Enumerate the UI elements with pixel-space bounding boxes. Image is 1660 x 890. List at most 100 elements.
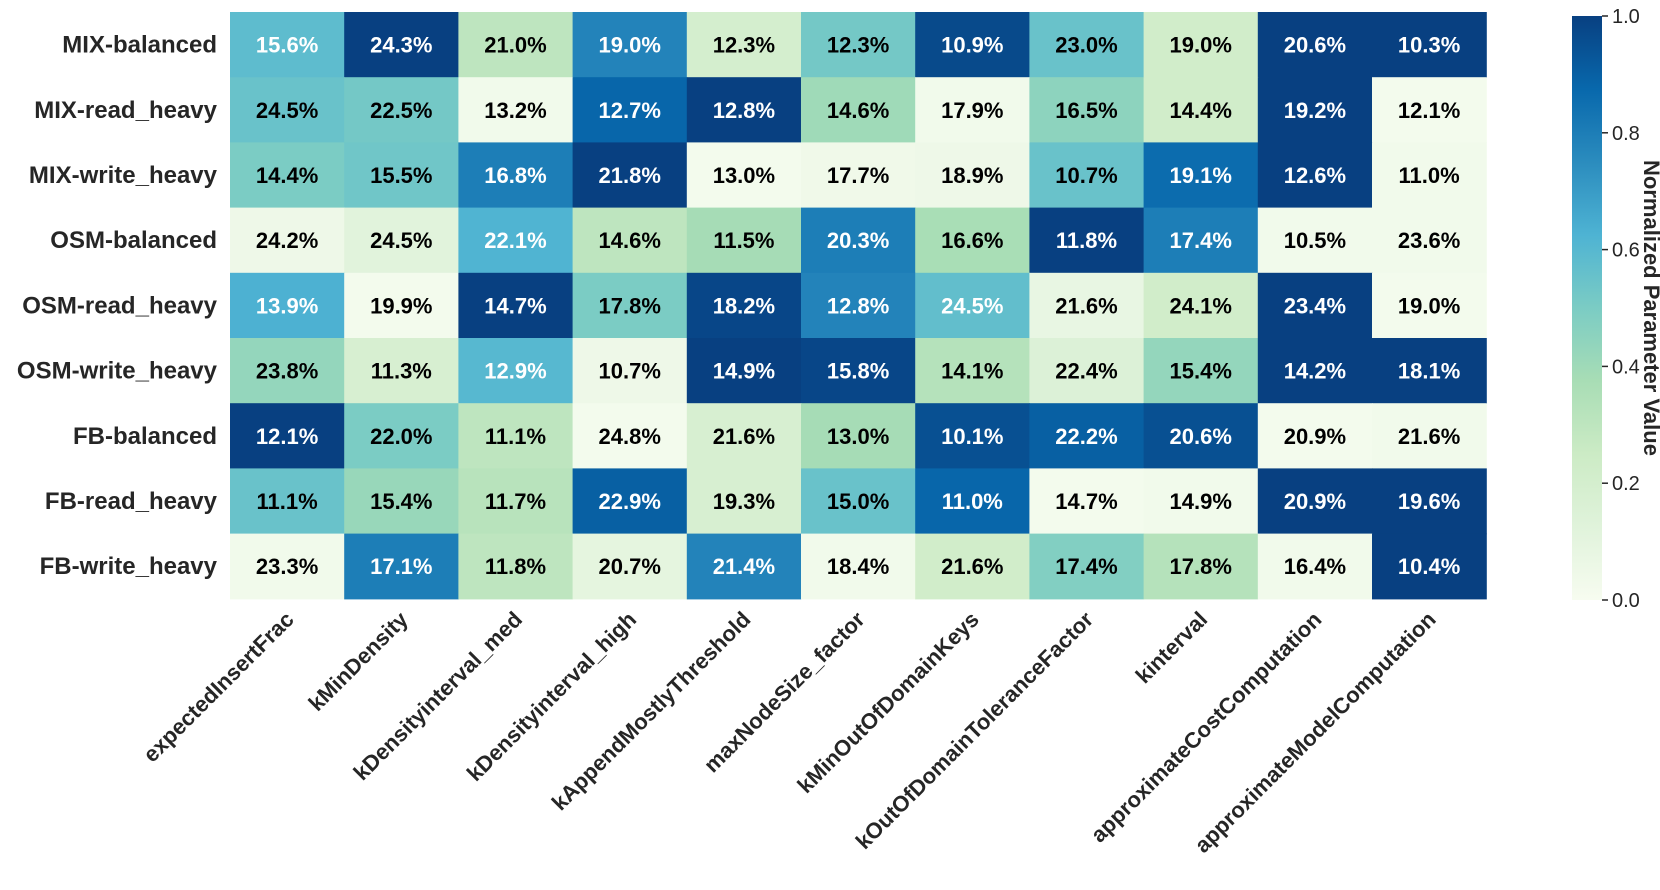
cell-value-label: 15.4% bbox=[1170, 359, 1232, 384]
column-labels: expectedInsertFrac kMinDensitykDensityint… bbox=[138, 606, 1440, 858]
heatmap-cell bbox=[572, 207, 688, 274]
cell-value-label: 23.4% bbox=[1284, 293, 1346, 318]
heatmap-cell bbox=[344, 468, 459, 535]
cell-value-label: 22.1% bbox=[484, 228, 546, 253]
cell-value-label: 21.6% bbox=[1398, 424, 1460, 449]
heatmap-cell bbox=[230, 77, 345, 143]
cell-value-label: 13.2% bbox=[484, 98, 546, 123]
cell-value-label: 12.3% bbox=[713, 33, 775, 58]
cell-value-label: 14.6% bbox=[827, 98, 889, 123]
heatmap-cell bbox=[686, 77, 802, 143]
heatmap-cell bbox=[344, 338, 459, 404]
heatmap-cells: 15.6% 24.3% 21.0% 19.0% 12.3% 12.3% 10.9% 23.0%… bbox=[230, 12, 1487, 600]
cell-value-label: 19.9% bbox=[370, 293, 432, 318]
cell-value-label: 15.6% bbox=[256, 33, 318, 58]
colorbar-tick-label: 0.6 bbox=[1612, 240, 1640, 262]
heatmap-cell bbox=[1372, 403, 1487, 469]
cell-value-label: 24.5% bbox=[370, 228, 432, 253]
cell-value-label: 20.7% bbox=[599, 554, 661, 579]
colorbar-tick-label: 0.8 bbox=[1612, 123, 1640, 145]
heatmap-cell bbox=[801, 207, 916, 274]
cell-value-label: 17.7% bbox=[827, 163, 889, 188]
row-label: OSM-read_heavy bbox=[22, 292, 217, 319]
cell-value-label: 14.9% bbox=[1170, 489, 1232, 514]
heatmap-cell bbox=[1372, 12, 1487, 78]
colorbar-tick-label: 1.0 bbox=[1612, 6, 1640, 28]
cell-value-label: 18.4% bbox=[827, 554, 889, 579]
heatmap-cell bbox=[572, 12, 688, 78]
heatmap-cell bbox=[1143, 207, 1259, 274]
cell-value-label: 20.9% bbox=[1284, 424, 1346, 449]
colorbar-label: Normalized Parameter Value bbox=[1639, 160, 1660, 456]
cell-value-label: 16.4% bbox=[1284, 554, 1346, 579]
heatmap-cell bbox=[1029, 338, 1145, 404]
cell-value-label: 16.5% bbox=[1055, 98, 1117, 123]
heatmap-cell bbox=[344, 403, 459, 469]
cell-value-label: 16.6% bbox=[941, 228, 1003, 253]
cell-value-label: 17.1% bbox=[370, 554, 432, 579]
cell-value-label: 14.7% bbox=[484, 293, 546, 318]
cell-value-label: 15.0% bbox=[827, 489, 889, 514]
heatmap-cell bbox=[572, 403, 688, 469]
heatmap-cell bbox=[686, 207, 802, 274]
cell-value-label: 19.0% bbox=[1398, 293, 1460, 318]
heatmap-cell bbox=[344, 12, 459, 78]
cell-value-label: 24.1% bbox=[1170, 293, 1232, 318]
heatmap-cell bbox=[458, 533, 574, 600]
cell-value-label: 12.9% bbox=[484, 359, 546, 384]
heatmap-cell bbox=[915, 12, 1030, 78]
heatmap-cell bbox=[686, 468, 802, 535]
heatmap-cell bbox=[915, 142, 1030, 209]
heatmap-cell bbox=[1143, 468, 1259, 535]
heatmap-cell bbox=[1029, 142, 1145, 209]
heatmap-cell bbox=[1143, 403, 1259, 469]
cell-value-label: 21.4% bbox=[713, 554, 775, 579]
cell-value-label: 11.0% bbox=[942, 489, 1003, 514]
heatmap-cell bbox=[458, 338, 574, 404]
cell-value-label: 22.5% bbox=[370, 98, 432, 123]
cell-value-label: 11.7% bbox=[485, 489, 546, 514]
heatmap-cell bbox=[915, 272, 1030, 339]
heatmap-cell bbox=[344, 207, 459, 274]
cell-value-label: 18.1% bbox=[1398, 359, 1460, 384]
cell-value-label: 16.8% bbox=[484, 163, 546, 188]
cell-value-label: 21.0% bbox=[484, 33, 546, 58]
cell-value-label: 18.9% bbox=[941, 163, 1003, 188]
heatmap-cell bbox=[915, 338, 1030, 404]
colorbar-tick-label: 0.0 bbox=[1612, 590, 1640, 612]
heatmap-cell bbox=[230, 338, 345, 404]
cell-value-label: 11.0% bbox=[1399, 163, 1460, 188]
cell-value-label: 24.5% bbox=[256, 98, 318, 123]
cell-value-label: 12.3% bbox=[827, 33, 889, 58]
cell-value-label: 11.1% bbox=[257, 489, 318, 514]
cell-value-label: 10.9% bbox=[941, 33, 1003, 58]
heatmap-cell bbox=[344, 142, 459, 209]
cell-value-label: 14.6% bbox=[599, 228, 661, 253]
cell-value-label: 22.0% bbox=[370, 424, 432, 449]
heatmap-cell bbox=[230, 533, 345, 600]
heatmap-cell bbox=[1029, 12, 1145, 78]
cell-value-label: 17.4% bbox=[1170, 228, 1232, 253]
heatmap-cell bbox=[1257, 403, 1373, 469]
cell-value-label: 12.1% bbox=[256, 424, 318, 449]
cell-value-label: 22.2% bbox=[1055, 424, 1117, 449]
column-label: approximateCostComputation bbox=[1086, 607, 1327, 848]
cell-value-label: 10.5% bbox=[1284, 228, 1346, 253]
cell-value-label: 17.8% bbox=[599, 293, 661, 318]
cell-value-label: 19.2% bbox=[1284, 98, 1346, 123]
heatmap-cell bbox=[915, 533, 1030, 600]
cell-value-label: 15.5% bbox=[370, 163, 432, 188]
colorbar-bar bbox=[1572, 16, 1602, 600]
heatmap-cell bbox=[344, 533, 459, 600]
row-label: MIX-balanced bbox=[62, 32, 217, 59]
heatmap-cell bbox=[801, 338, 916, 404]
heatmap-cell bbox=[1029, 403, 1145, 469]
heatmap-cell bbox=[801, 403, 916, 469]
heatmap-cell bbox=[572, 533, 688, 600]
cell-value-label: 19.3% bbox=[713, 489, 775, 514]
row-label: OSM-balanced bbox=[50, 227, 217, 254]
cell-value-label: 19.0% bbox=[1170, 33, 1232, 58]
colorbar: 0.0 0.2 0.4 0.6 0.8 1.0 Normalized Parameter … bbox=[1572, 6, 1660, 612]
cell-value-label: 15.4% bbox=[370, 489, 432, 514]
